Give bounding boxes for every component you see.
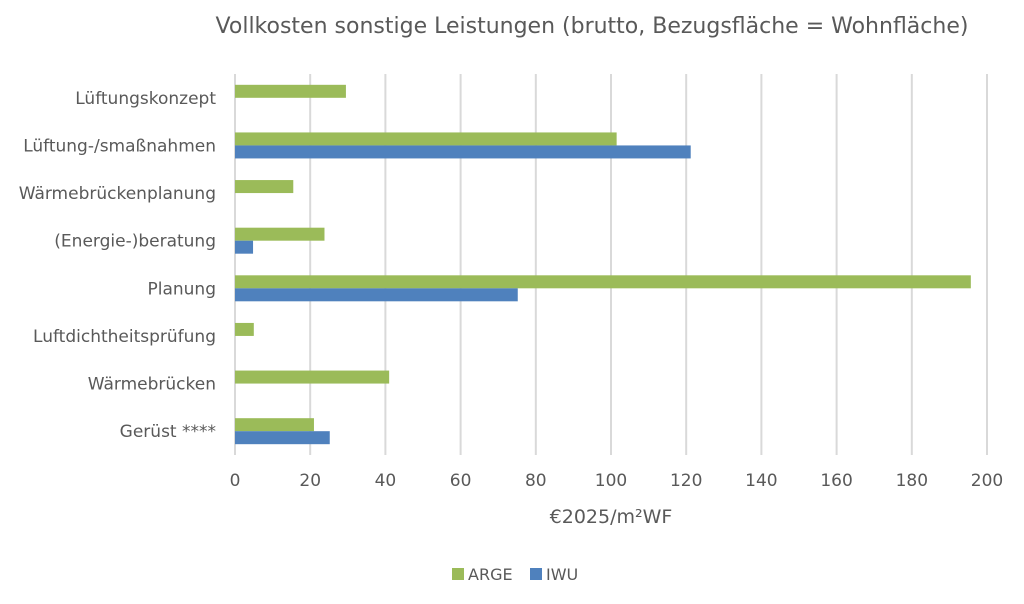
legend-label: ARGE [468, 565, 513, 584]
category-label: Lüftung-/smaßnahmen [23, 136, 216, 156]
bar-iwu [235, 145, 691, 159]
category-label: Planung [147, 279, 216, 299]
bar-arge [235, 370, 390, 384]
x-tick-label: 100 [595, 471, 627, 491]
bar-arge [235, 275, 971, 289]
chart-title: Vollkosten sonstige Leistungen (brutto, … [216, 14, 969, 39]
bar-arge [235, 84, 346, 98]
legend-swatch [530, 568, 542, 580]
category-label: Wärmebrücken [88, 375, 216, 395]
bar-arge [235, 322, 254, 336]
x-tick-label: 60 [450, 471, 472, 491]
legend-swatch [452, 568, 464, 580]
category-label: Wärmebrückenplanung [19, 184, 216, 204]
x-tick-label: 120 [670, 471, 702, 491]
category-label: Luftdichtheitsprüfung [33, 327, 216, 347]
category-label: Gerüst **** [120, 422, 216, 442]
bar-arge [235, 227, 325, 241]
bar-iwu [235, 431, 330, 445]
bars [235, 84, 971, 445]
bar-arge [235, 132, 617, 146]
category-label: (Energie-)beratung [54, 232, 216, 252]
bar-iwu [235, 240, 254, 254]
x-tick-label: 200 [971, 471, 1003, 491]
bar-arge [235, 418, 314, 432]
x-tick-label: 180 [896, 471, 928, 491]
category-labels: Lüftungskonzept Lüftung-/smaßnahmen Wärmeb… [19, 89, 217, 442]
x-tick-label: 140 [745, 471, 777, 491]
legend: ARGE IWU [452, 565, 578, 584]
gridlines [234, 74, 988, 455]
x-tick-label: 80 [525, 471, 547, 491]
x-axis-title: €2025/m²WF [550, 506, 673, 528]
category-label: Lüftungskonzept [75, 89, 216, 109]
bar-arge [235, 180, 294, 194]
x-tick-label: 0 [230, 471, 241, 491]
x-tick-label: 20 [299, 471, 321, 491]
x-tick-labels: 0 20 40 60 80 100 120 140 160 180 200 [230, 471, 1004, 491]
x-tick-label: 160 [820, 471, 852, 491]
x-tick-label: 40 [375, 471, 397, 491]
legend-label: IWU [546, 565, 578, 584]
bar-iwu [235, 288, 518, 302]
